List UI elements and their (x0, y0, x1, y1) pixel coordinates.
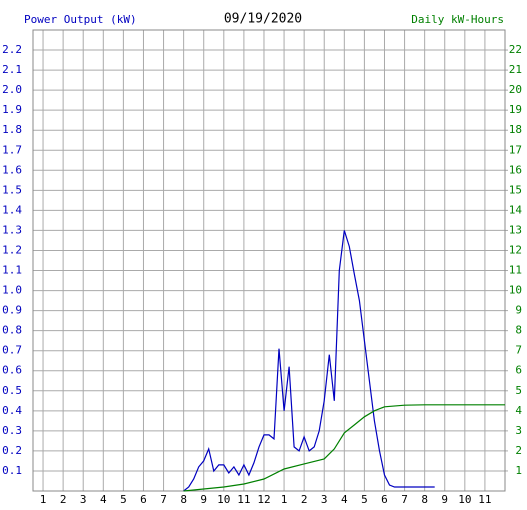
x-tick-label: 7 (401, 493, 408, 506)
y2-axis-label: Daily kW-Hours (411, 13, 504, 26)
x-tick-label: 3 (80, 493, 87, 506)
x-tick-label: 1 (281, 493, 288, 506)
y-tick-label: 1.7 (2, 143, 22, 156)
y-tick-label: 2.0 (2, 83, 22, 96)
y-axis-label: Power Output (kW) (24, 13, 137, 26)
y-tick-label: 0.4 (2, 404, 22, 417)
y-tick-label: 0.8 (2, 324, 22, 337)
x-tick-label: 8 (180, 493, 187, 506)
y2-tick-label: 15 (509, 183, 522, 196)
y2-tick-label: 11 (509, 264, 522, 277)
x-tick-label: 5 (120, 493, 127, 506)
x-tick-label: 6 (140, 493, 147, 506)
y2-tick-label: 12 (509, 243, 522, 256)
y-tick-label: 0.5 (2, 384, 22, 397)
x-tick-label: 4 (341, 493, 348, 506)
y2-tick-label: 1 (515, 464, 522, 477)
x-tick-label: 12 (257, 493, 270, 506)
x-tick-label: 9 (441, 493, 448, 506)
y2-tick-label: 14 (509, 203, 523, 216)
y-tick-label: 0.7 (2, 344, 22, 357)
x-tick-label: 9 (200, 493, 207, 506)
y2-tick-label: 18 (509, 123, 522, 136)
y-tick-label: 0.1 (2, 464, 22, 477)
y2-tick-label: 17 (509, 143, 522, 156)
y-tick-label: 1.1 (2, 264, 22, 277)
y-tick-label: 1.3 (2, 223, 22, 236)
x-tick-label: 11 (237, 493, 250, 506)
y-tick-label: 0.6 (2, 364, 22, 377)
y-tick-label: 1.2 (2, 243, 22, 256)
y2-tick-label: 9 (515, 304, 522, 317)
y-tick-label: 1.0 (2, 284, 22, 297)
x-tick-label: 8 (421, 493, 428, 506)
y2-tick-label: 19 (509, 103, 522, 116)
y2-tick-label: 21 (509, 63, 522, 76)
x-tick-label: 6 (381, 493, 388, 506)
y2-tick-label: 20 (509, 83, 522, 96)
x-tick-label: 7 (160, 493, 167, 506)
y-tick-label: 1.5 (2, 183, 22, 196)
x-tick-label: 11 (478, 493, 491, 506)
y-tick-label: 0.3 (2, 424, 22, 437)
chart-title: 09/19/2020 (224, 12, 302, 27)
plot-border (32, 29, 506, 492)
y-tick-label: 1.8 (2, 123, 22, 136)
y2-tick-label: 8 (515, 324, 522, 337)
series-line (183, 404, 505, 492)
x-tick-label: 10 (458, 493, 471, 506)
y2-tick-label: 10 (509, 284, 522, 297)
x-tick-label: 10 (217, 493, 230, 506)
y2-tick-label: 7 (515, 344, 522, 357)
y-tick-label: 0.2 (2, 444, 22, 457)
x-tick-label: 2 (60, 493, 67, 506)
y-tick-label: 0.9 (2, 304, 22, 317)
y2-tick-label: 2 (515, 444, 522, 457)
y-tick-label: 1.4 (2, 203, 22, 216)
x-tick-label: 2 (301, 493, 308, 506)
y2-tick-label: 6 (515, 364, 522, 377)
y-tick-label: 2.2 (2, 43, 22, 56)
y2-tick-label: 3 (515, 424, 522, 437)
y2-tick-label: 13 (509, 223, 522, 236)
y2-tick-label: 16 (509, 163, 522, 176)
y-tick-label: 1.6 (2, 163, 22, 176)
y2-tick-label: 4 (515, 404, 522, 417)
x-tick-label: 3 (321, 493, 328, 506)
x-tick-label: 1 (40, 493, 47, 506)
y-tick-label: 2.1 (2, 63, 22, 76)
y2-tick-label: 5 (515, 384, 522, 397)
y2-tick-label: 22 (509, 43, 522, 56)
series-line (183, 230, 435, 492)
x-tick-label: 5 (361, 493, 368, 506)
x-tick-label: 4 (100, 493, 107, 506)
y-tick-label: 1.9 (2, 103, 22, 116)
